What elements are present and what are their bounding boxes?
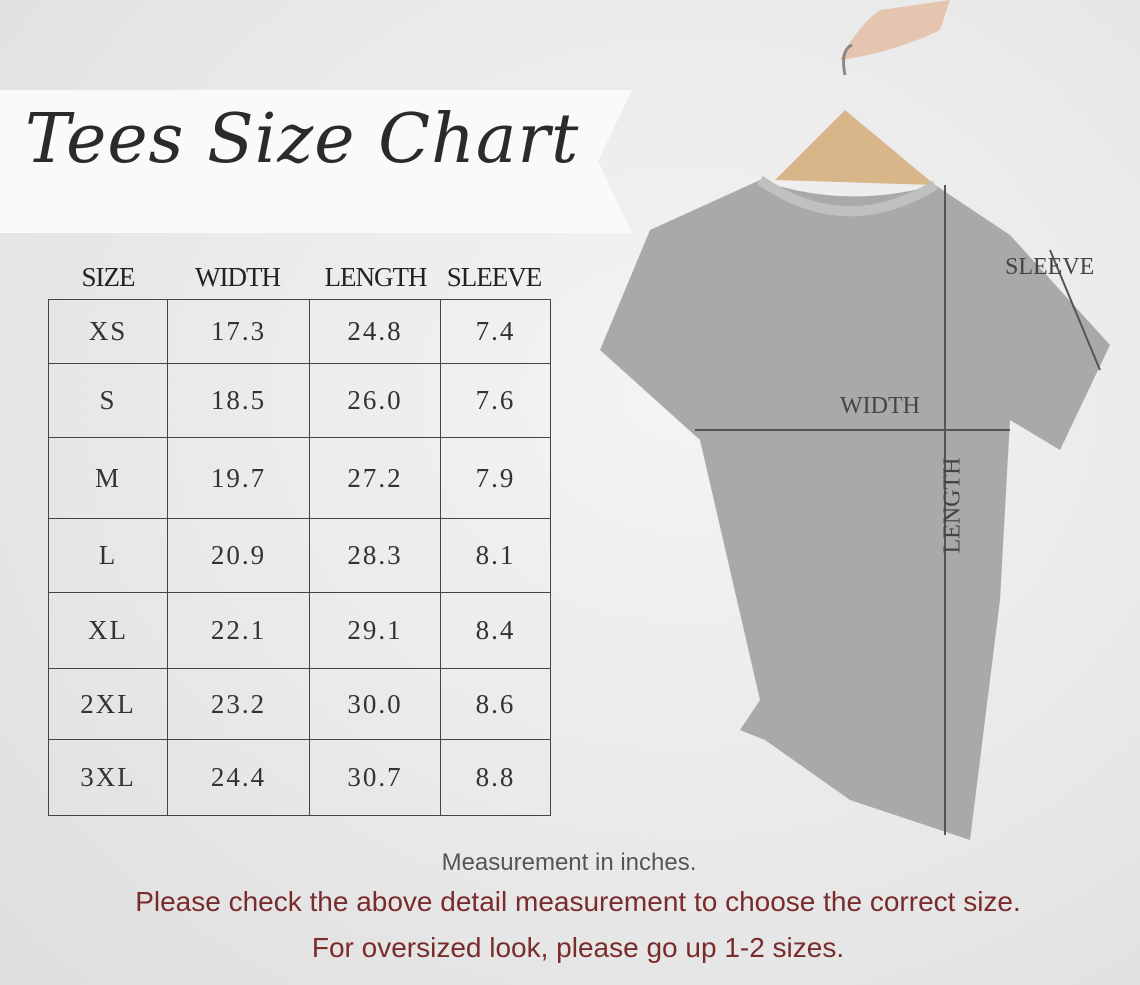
tshirt-icon	[600, 180, 1110, 840]
table-cell: 30.0	[309, 668, 441, 740]
table-cell: 20.9	[167, 518, 310, 593]
table-row: 2XL 23.2 30.0 8.6	[48, 668, 551, 740]
table-cell: 30.7	[309, 739, 441, 816]
tshirt-illustration	[600, 0, 1110, 840]
hand-icon	[840, 0, 950, 60]
header-width: WIDTH	[195, 262, 281, 292]
table-cell: 7.9	[440, 437, 551, 519]
table-cell: 23.2	[167, 668, 310, 740]
table-cell: 29.1	[309, 592, 441, 669]
table-cell: 22.1	[167, 592, 310, 669]
table-row: 3XL 24.4 30.7 8.8	[48, 739, 551, 816]
table-cell: 28.3	[309, 518, 441, 593]
table-cell: 8.4	[440, 592, 551, 669]
table-cell: 7.6	[440, 363, 551, 438]
unit-note: Measurement in inches.	[441, 849, 697, 876]
table-cell: 8.1	[440, 518, 551, 593]
table-cell: 8.6	[440, 668, 551, 740]
table-cell: XL	[48, 592, 168, 669]
sleeve-label: SLEEVE	[1005, 254, 1095, 280]
table-cell: 27.2	[309, 437, 441, 519]
check-note: Please check the above detail measuremen…	[135, 886, 1021, 917]
header-size: SIZE	[81, 262, 136, 292]
table-cell: 3XL	[48, 739, 168, 816]
header-sleeve: SLEEVE	[446, 262, 543, 292]
table-cell: M	[48, 437, 168, 519]
table-cell: XS	[48, 299, 168, 364]
table-row: L 20.9 28.3 8.1	[48, 518, 551, 593]
table-cell: 24.4	[167, 739, 310, 816]
table-cell: 19.7	[167, 437, 310, 519]
table-cell: S	[48, 363, 168, 438]
header-length: LENGTH	[324, 262, 428, 292]
table-cell: 24.8	[309, 299, 441, 364]
width-label: WIDTH	[840, 393, 920, 419]
sleeve-arrow	[1049, 249, 1101, 371]
length-label: LENGTH	[939, 457, 966, 554]
hanger-icon	[775, 110, 935, 185]
title-banner	[0, 90, 632, 233]
table-cell: 26.0	[309, 363, 441, 438]
table-cell: 2XL	[48, 668, 168, 740]
size-table: XS 17.3 24.8 7.4 S 18.5 26.0 7.6 M 19.7 27.2 7.9 L 20…	[48, 299, 551, 816]
table-cell: 7.4	[440, 299, 551, 364]
table-cell: 18.5	[167, 363, 310, 438]
table-cell: 17.3	[167, 299, 310, 364]
hanger-hook-icon	[842, 43, 853, 76]
table-cell: L	[48, 518, 168, 593]
page-title: Tees Size Chart	[25, 100, 580, 179]
table-row: XS 17.3 24.8 7.4	[48, 299, 551, 364]
oversize-note: For oversized look, please go up 1-2 siz…	[311, 932, 845, 963]
table-row: XL 22.1 29.1 8.4	[48, 592, 551, 669]
table-row: M 19.7 27.2 7.9	[48, 437, 551, 519]
table-cell: 8.8	[440, 739, 551, 816]
table-row: S 18.5 26.0 7.6	[48, 363, 551, 438]
